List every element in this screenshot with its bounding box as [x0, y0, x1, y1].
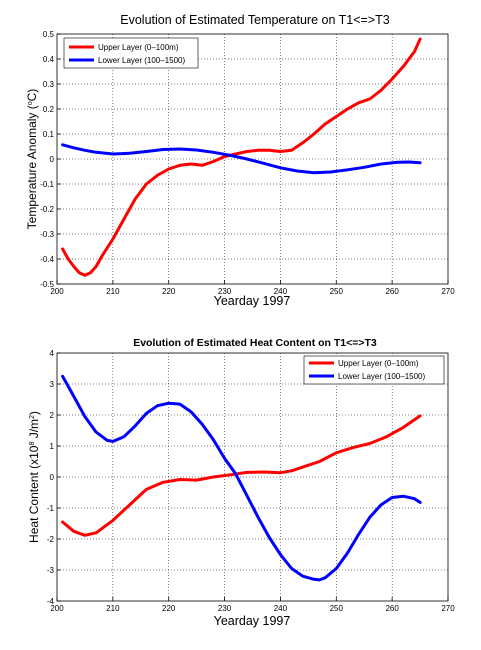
c1-y-tick-label: 0.2	[43, 105, 55, 114]
c2-y-tick-label: -2	[47, 535, 55, 544]
c1-x-tick-label: 230	[218, 287, 232, 296]
c2-series-line-upper-layer	[61, 414, 422, 537]
chart2-x-axis-label: Yearday 1997	[214, 614, 291, 628]
c2-x-tick-label: 240	[274, 604, 288, 613]
chart2-y-axis-label: Heat Content (x108 J/m2)	[27, 411, 41, 543]
c1-y-tick-label: -0.2	[40, 205, 54, 214]
c1-y-tick-label: 0.4	[43, 55, 55, 64]
c2-x-tick-label: 230	[218, 604, 232, 613]
c2-x-tick-label: 210	[106, 604, 120, 613]
chart2-legend-label-upper: Upper Layer (0–100m)	[338, 359, 419, 368]
chart1-x-axis-label: Yearday 1997	[214, 294, 291, 308]
c1-x-tick-label: 240	[274, 287, 288, 296]
c2-x-tick-label: 200	[50, 604, 64, 613]
chart1-y-axis-label: Temperature Anomaly (oC)	[25, 89, 39, 230]
c2-x-tick-label: 220	[162, 604, 176, 613]
c2-y-tick-label: -1	[47, 504, 55, 513]
chart1-x-ticks: 200 210 220 230 240 250 260 270	[50, 280, 455, 296]
c2-series-line-lower-layer	[61, 374, 422, 582]
c1-y-tick-label: 0.1	[43, 130, 55, 139]
chart2-legend: Upper Layer (0–100m) Lower Layer (100–15…	[303, 355, 445, 385]
c2-y-tick-label: 2	[50, 411, 55, 420]
c1-x-tick-label: 200	[50, 287, 64, 296]
chart1-title: Evolution of Estimated Temperature on T1…	[120, 13, 390, 27]
temperature-chart: Evolution of Estimated Temperature on T1…	[25, 13, 455, 308]
c2-y-tick-label: -4	[47, 597, 55, 606]
c2-x-tick-label: 270	[441, 604, 455, 613]
c1-x-tick-label: 270	[441, 287, 455, 296]
chart1-legend-label-lower: Lower Layer (100–1500)	[98, 56, 186, 65]
chart2-gridlines	[57, 353, 448, 601]
chart2-legend-label-lower: Lower Layer (100–1500)	[338, 372, 426, 381]
c1-x-tick-label: 260	[385, 287, 399, 296]
c1-y-tick-label: -0.5	[40, 280, 54, 289]
chart2-x-ticks: 200 210 220 230 240 250 260 270	[50, 597, 455, 613]
chart1-legend: Upper Layer (0–100m) Lower Layer (100–15…	[63, 37, 199, 69]
c1-y-tick-label: -0.3	[40, 230, 54, 239]
chart1-legend-box	[63, 37, 199, 69]
chart1-legend-label-upper: Upper Layer (0–100m)	[98, 43, 179, 52]
c1-x-tick-label: 210	[106, 287, 120, 296]
c2-y-tick-label: 4	[50, 349, 55, 358]
chart2-title: Evolution of Estimated Heat Content on T…	[133, 337, 377, 349]
c1-y-tick-label: -0.1	[40, 180, 54, 189]
chart1-y-ticks: -0.5 -0.4 -0.3 -0.2 -0.1 0 0.1 0.2 0.3 0.4 0.5	[40, 30, 61, 289]
c1-x-tick-label: 250	[330, 287, 344, 296]
c1-x-tick-label: 220	[162, 287, 176, 296]
c1-y-tick-label: 0.5	[43, 30, 55, 39]
chart2-series	[61, 374, 422, 582]
c2-x-tick-label: 260	[385, 604, 399, 613]
c2-y-tick-label: -3	[47, 566, 55, 575]
c1-y-tick-label: 0	[50, 155, 55, 164]
c2-y-tick-label: 3	[50, 380, 55, 389]
heat-content-chart: Evolution of Estimated Heat Content on T…	[27, 337, 455, 628]
c1-series-line-lower-layer	[61, 143, 422, 175]
c2-y-tick-label: 0	[50, 473, 55, 482]
chart2-y-ticks: -4 -3 -2 -1 0 1 2 3 4	[47, 349, 61, 606]
chart2-legend-box	[303, 355, 445, 385]
c2-y-tick-label: 1	[50, 442, 55, 451]
chart1-series	[61, 37, 422, 277]
c1-y-tick-label: -0.4	[40, 255, 54, 264]
c2-x-tick-label: 250	[330, 604, 344, 613]
c1-y-tick-label: 0.3	[43, 80, 55, 89]
c1-series-line-upper-layer	[61, 37, 422, 277]
